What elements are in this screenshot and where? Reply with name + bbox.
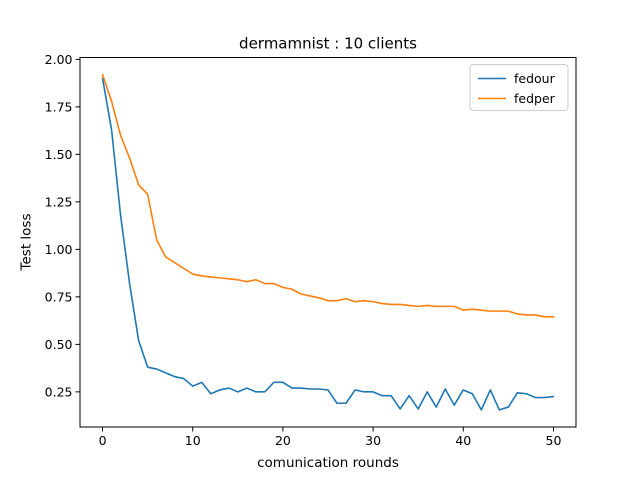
legend-label-fedour: fedour (514, 71, 556, 86)
y-tick-label: 0.25 (45, 384, 73, 399)
y-axis: 0.25 0.50 0.75 1.00 1.25 1.50 1.75 2.00 (45, 52, 80, 399)
y-tick-label: 1.75 (45, 99, 73, 114)
x-tick-label: 50 (546, 433, 562, 448)
x-tick-label: 20 (275, 433, 291, 448)
y-axis-label: Test loss (19, 214, 35, 272)
y-tick-label: 0.75 (45, 289, 73, 304)
legend: fedour fedper (469, 64, 569, 111)
plot-frame (79, 57, 577, 428)
x-tick-label: 40 (455, 433, 471, 448)
x-tick-label: 10 (185, 433, 201, 448)
series-line-fedper (101, 73, 555, 318)
x-axis: 0 10 20 30 40 50 (99, 427, 562, 448)
x-tick-label: 0 (99, 433, 107, 448)
y-tick-label: 2.00 (45, 52, 73, 67)
chart-title: dermamnist : 10 clients (239, 35, 417, 53)
y-tick-label: 1.00 (45, 242, 73, 257)
y-tick-label: 1.50 (45, 147, 73, 162)
y-tick-label: 0.50 (45, 337, 73, 352)
y-tick-label: 1.25 (45, 194, 73, 209)
series-line-fedour (101, 77, 555, 411)
x-tick-label: 30 (365, 433, 381, 448)
legend-label-fedper: fedper (514, 91, 556, 106)
series-layer (101, 73, 555, 411)
x-axis-label: comunication rounds (257, 455, 399, 471)
